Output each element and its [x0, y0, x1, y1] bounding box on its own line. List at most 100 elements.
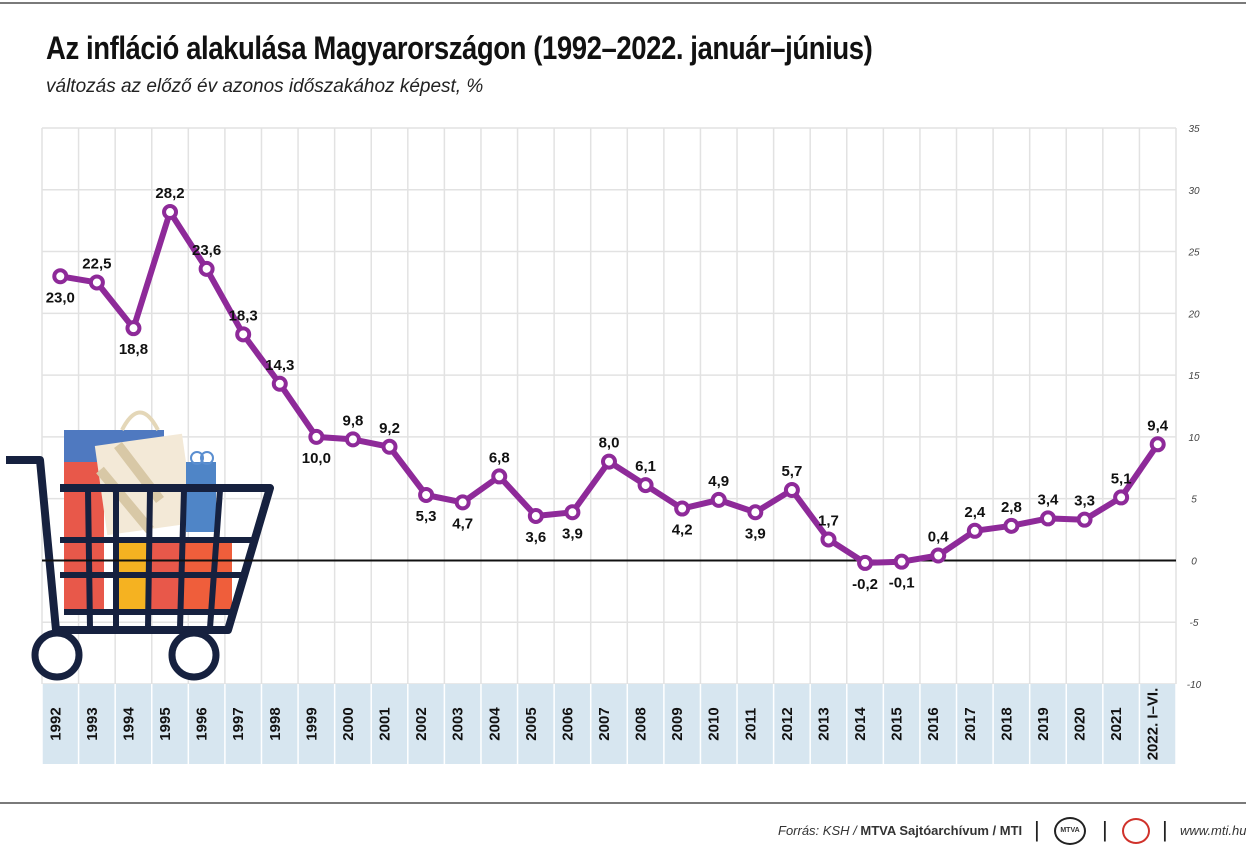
data-point — [381, 438, 398, 455]
y-axis-ticks: 35 30 25 20 15 10 5 0 -5 -10 — [1187, 124, 1202, 691]
bottom-rule — [0, 802, 1246, 804]
data-label: 6,1 — [635, 458, 656, 475]
x-tick-label: 2008 — [633, 707, 650, 740]
x-tick-label: 2012 — [779, 707, 796, 740]
data-point — [564, 504, 581, 521]
x-axis-band-background — [42, 684, 1176, 764]
x-tick-label: 2018 — [998, 707, 1015, 740]
data-labels: 23,0 22,5 18,8 28,2 23,6 18,3 14,3 10,0 9,8 9,2 5,… — [46, 185, 1169, 593]
data-point — [235, 326, 252, 343]
mti-logo-icon — [1122, 818, 1150, 844]
y-tick-label: 0 — [1191, 556, 1197, 567]
x-tick-label: 2011 — [742, 708, 759, 741]
data-label: 1,7 — [818, 512, 839, 529]
x-tick-label: 2000 — [340, 707, 357, 740]
x-tick-label: 2019 — [1035, 707, 1052, 740]
top-rule — [0, 2, 1246, 4]
data-label: 9,4 — [1147, 417, 1169, 434]
x-tick-label: 2009 — [669, 707, 686, 740]
data-point — [857, 554, 874, 571]
y-tick-label: -5 — [1190, 618, 1199, 629]
data-label: 10,0 — [302, 450, 331, 467]
data-label: 5,3 — [416, 508, 437, 525]
data-label: 5,1 — [1111, 470, 1132, 487]
y-tick-label: 5 — [1191, 495, 1197, 506]
data-point — [820, 531, 837, 548]
x-tick-label: 2004 — [486, 707, 503, 741]
data-point — [88, 274, 105, 291]
data-point — [162, 204, 179, 221]
website-link[interactable]: www.mti.hu — [1180, 823, 1246, 838]
data-point — [710, 491, 727, 508]
x-tick-label: 2013 — [815, 707, 832, 740]
x-tick-label: 2002 — [413, 707, 430, 740]
data-label: 4,9 — [708, 473, 729, 490]
data-label: 2,8 — [1001, 499, 1022, 516]
x-axis-band — [41, 684, 1177, 764]
x-tick-label: 1995 — [157, 707, 174, 740]
data-label: 9,8 — [343, 412, 364, 429]
data-label: 22,5 — [82, 255, 111, 272]
y-tick-label: 20 — [1187, 309, 1200, 320]
data-label: -0,1 — [889, 575, 915, 592]
data-point — [308, 428, 325, 445]
x-tick-label: 2015 — [889, 707, 906, 740]
data-point — [1039, 510, 1056, 527]
x-tick-label: 2001 — [377, 707, 394, 740]
x-tick-label: 2006 — [559, 707, 576, 740]
x-tick-label: 2005 — [523, 707, 540, 740]
x-axis-ticks: 1992 1993 1994 1995 1996 1997 1998 1999 2000 2001… — [47, 688, 1161, 761]
separator: | — [1102, 817, 1108, 842]
x-tick-label: 1993 — [84, 707, 101, 740]
source-agencies: MTVA Sajtóarchívum / MTI — [860, 823, 1023, 838]
x-tick-label: 2016 — [925, 707, 942, 740]
data-point — [674, 500, 691, 517]
mtva-logo: MTVA — [1054, 817, 1086, 845]
y-tick-label: -10 — [1187, 680, 1202, 691]
data-label: 6,8 — [489, 449, 510, 466]
shopping-cart-icon — [6, 410, 274, 681]
data-label: 2,4 — [964, 504, 986, 521]
data-label: 18,3 — [229, 307, 258, 324]
y-tick-label: 30 — [1188, 186, 1200, 197]
data-point — [601, 453, 617, 470]
data-point — [930, 547, 947, 564]
x-tick-label: 1997 — [230, 707, 247, 740]
x-tick-label: 1994 — [120, 707, 137, 741]
data-label: 9,2 — [379, 420, 400, 437]
data-point — [1113, 489, 1130, 506]
separator: | — [1162, 817, 1168, 842]
x-tick-label: 1996 — [194, 707, 211, 740]
x-tick-label: 2014 — [852, 707, 869, 741]
data-label: 0,4 — [928, 529, 950, 546]
data-label: 23,6 — [192, 242, 221, 259]
data-point — [783, 482, 800, 499]
inflation-series — [52, 204, 1166, 571]
x-tick-label: 1999 — [303, 707, 320, 740]
data-point — [344, 431, 361, 448]
data-label: 3,9 — [562, 525, 583, 542]
data-point — [747, 504, 764, 521]
x-tick-label: 2007 — [596, 707, 613, 740]
y-tick-label: 25 — [1187, 248, 1200, 259]
data-point — [454, 494, 471, 511]
x-tick-label: 2020 — [1072, 707, 1089, 740]
y-tick-label: 10 — [1188, 433, 1200, 444]
data-label: 3,3 — [1074, 493, 1095, 510]
x-tick-label: 1992 — [47, 707, 64, 740]
data-label: 18,8 — [119, 341, 148, 358]
data-label: 4,2 — [672, 522, 693, 539]
x-tick-label: 2010 — [706, 707, 723, 740]
y-tick-label: 15 — [1188, 371, 1200, 382]
data-label: -0,2 — [852, 576, 878, 593]
y-tick-label: 35 — [1188, 124, 1200, 135]
data-point — [198, 260, 215, 277]
data-point — [271, 375, 288, 392]
footer: Forrás: KSH / MTVA Sajtóarchívum / MTI |… — [0, 815, 1246, 845]
x-tick-label: 2021 — [1108, 707, 1125, 740]
data-label: 3,4 — [1038, 491, 1060, 508]
data-label: 4,7 — [452, 515, 473, 532]
data-point — [527, 507, 544, 524]
chart-title: Az infláció alakulása Magyarországon (19… — [46, 30, 873, 66]
data-label: 3,9 — [745, 525, 766, 542]
